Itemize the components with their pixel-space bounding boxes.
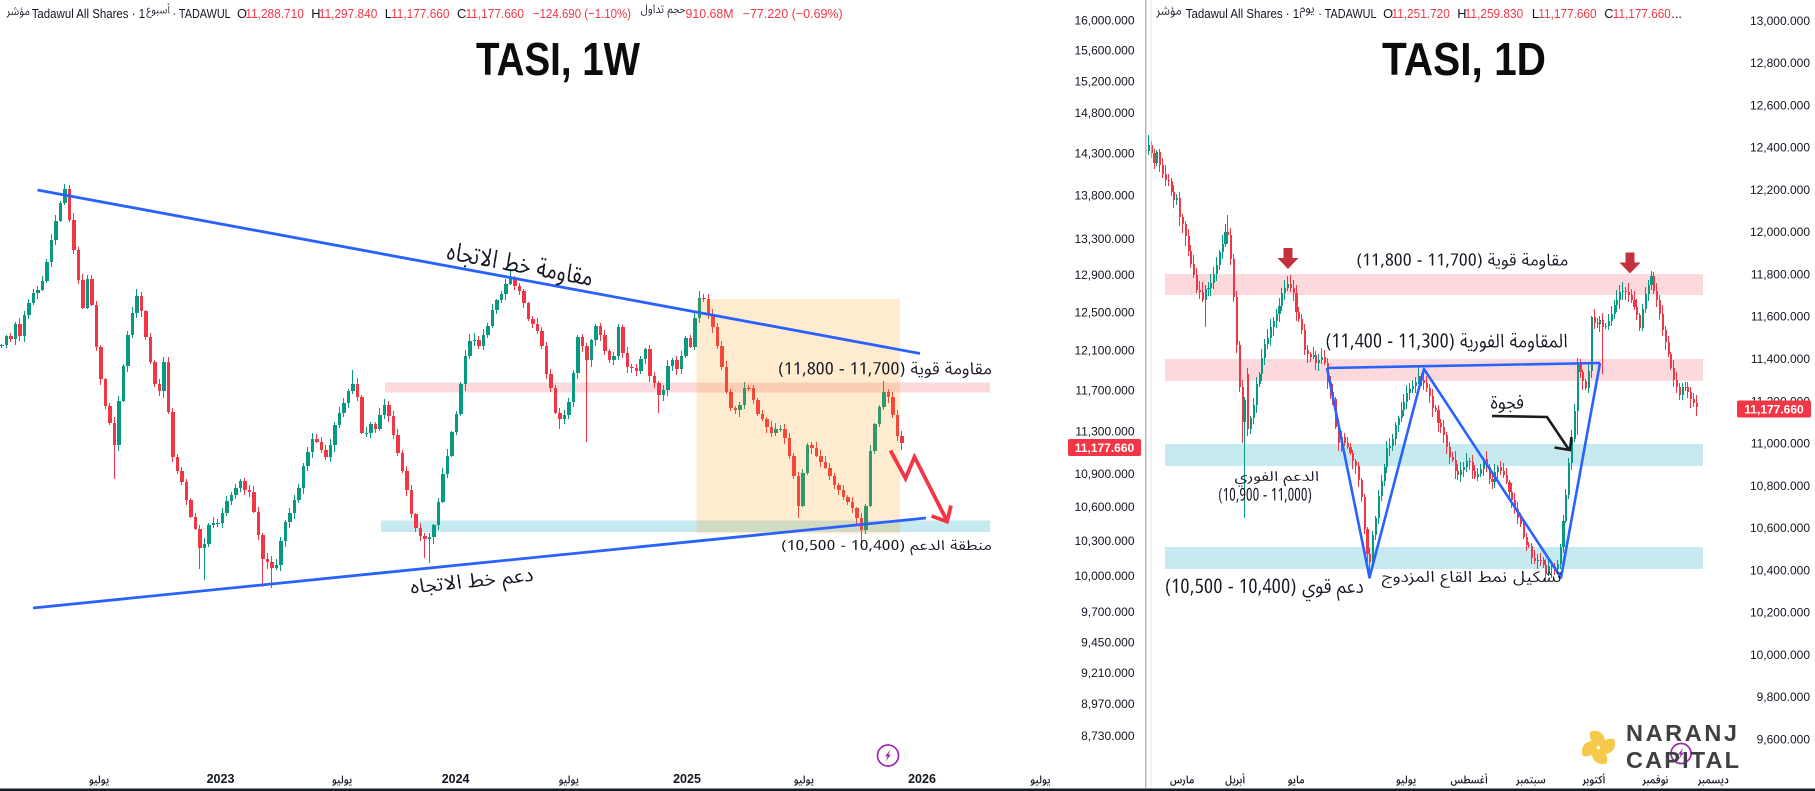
svg-text:10,600.000: 10,600.000: [1750, 521, 1810, 535]
svg-text:NARANJ: NARANJ: [1626, 720, 1737, 746]
svg-text:10,600.000: 10,600.000: [1074, 500, 1134, 514]
svg-text:9,700.000: 9,700.000: [1081, 605, 1135, 619]
svg-text:TASI, 1W: TASI, 1W: [476, 33, 640, 85]
svg-text:12,200.000: 12,200.000: [1750, 183, 1810, 197]
svg-text:O: O: [237, 6, 247, 21]
svg-text:2025: 2025: [673, 772, 701, 786]
svg-text:14,300.000: 14,300.000: [1074, 146, 1134, 160]
svg-text:TASI, 1D: TASI, 1D: [1382, 33, 1546, 85]
svg-text:910.68M: 910.68M: [686, 6, 734, 21]
svg-text:11,177.660: 11,177.660: [1538, 6, 1596, 21]
svg-text:CAPITAL: CAPITAL: [1626, 747, 1739, 773]
svg-text:11,288.710: 11,288.710: [245, 6, 303, 21]
svg-text:10,000.000: 10,000.000: [1074, 569, 1134, 583]
svg-text:H: H: [311, 6, 320, 21]
svg-text:15,600.000: 15,600.000: [1074, 44, 1134, 58]
svg-text:H: H: [1457, 6, 1466, 21]
svg-text:8,970.000: 8,970.000: [1081, 697, 1135, 711]
svg-text:11,600.000: 11,600.000: [1751, 310, 1810, 324]
svg-text:12,600.000: 12,600.000: [1750, 98, 1810, 112]
svg-text:15,200.000: 15,200.000: [1074, 74, 1134, 88]
svg-text:9,450.000: 9,450.000: [1081, 636, 1135, 650]
svg-text:2023: 2023: [207, 772, 235, 786]
svg-text:10,900.000: 10,900.000: [1074, 467, 1134, 481]
svg-text:12,500.000: 12,500.000: [1074, 305, 1134, 319]
svg-text:11,177.660: 11,177.660: [466, 6, 524, 21]
svg-text:L: L: [1532, 6, 1539, 21]
svg-text:10,400.000: 10,400.000: [1750, 563, 1810, 577]
svg-text:11,177.660: 11,177.660: [1613, 6, 1671, 21]
svg-text:12,800.000: 12,800.000: [1750, 56, 1810, 70]
svg-text:11,177.660: 11,177.660: [391, 6, 449, 21]
svg-text:10,200.000: 10,200.000: [1750, 606, 1810, 620]
svg-text:16,000.000: 16,000.000: [1074, 14, 1134, 28]
svg-text:−77.220 (−0.69%): −77.220 (−0.69%): [743, 6, 843, 21]
svg-text:Tadawul All Shares · 1: Tadawul All Shares · 1: [32, 6, 145, 21]
svg-text:11,177.660: 11,177.660: [1744, 403, 1804, 417]
svg-text:2026: 2026: [908, 772, 936, 786]
svg-text:L: L: [385, 6, 392, 21]
svg-text:11,700.000: 11,700.000: [1075, 383, 1134, 397]
svg-text:−124.690 (−1.10%): −124.690 (−1.10%): [533, 6, 631, 21]
svg-text:C: C: [1604, 6, 1613, 21]
svg-text:11,177.660: 11,177.660: [1075, 441, 1135, 455]
svg-text:11,251.720: 11,251.720: [1392, 6, 1450, 21]
svg-text:11,400.000: 11,400.000: [1751, 352, 1810, 366]
svg-text:11,800.000: 11,800.000: [1751, 268, 1810, 282]
svg-text:11,297.840: 11,297.840: [319, 6, 377, 21]
svg-text:14,800.000: 14,800.000: [1074, 106, 1134, 120]
svg-text:O: O: [1383, 6, 1393, 21]
svg-text:2024: 2024: [442, 772, 470, 786]
svg-text:· TADAWUL: · TADAWUL: [1318, 6, 1376, 21]
svg-text:11,300.000: 11,300.000: [1075, 424, 1134, 438]
svg-text:· TADAWUL: · TADAWUL: [173, 6, 231, 21]
svg-text:11,000.000: 11,000.000: [1751, 437, 1810, 451]
svg-text:10,000.000: 10,000.000: [1750, 648, 1810, 662]
svg-text:12,000.000: 12,000.000: [1750, 225, 1810, 239]
svg-text:8,730.000: 8,730.000: [1081, 729, 1135, 743]
svg-text:12,100.000: 12,100.000: [1074, 344, 1134, 358]
svg-text:13,300.000: 13,300.000: [1074, 232, 1134, 246]
svg-text:10,800.000: 10,800.000: [1750, 479, 1810, 493]
svg-text:13,800.000: 13,800.000: [1074, 188, 1134, 202]
svg-text:...: ...: [1671, 6, 1682, 21]
svg-text:9,210.000: 9,210.000: [1081, 666, 1135, 680]
svg-text:12,900.000: 12,900.000: [1074, 268, 1134, 282]
svg-text:12,400.000: 12,400.000: [1750, 141, 1810, 155]
svg-text:9,600.000: 9,600.000: [1757, 732, 1811, 746]
svg-text:9,800.000: 9,800.000: [1757, 690, 1811, 704]
svg-text:11,259.830: 11,259.830: [1465, 6, 1523, 21]
svg-text:10,300.000: 10,300.000: [1074, 534, 1134, 548]
svg-text:C: C: [457, 6, 466, 21]
svg-text:13,000.000: 13,000.000: [1750, 14, 1810, 28]
svg-text:Tadawul All Shares · 1: Tadawul All Shares · 1: [1186, 6, 1299, 21]
